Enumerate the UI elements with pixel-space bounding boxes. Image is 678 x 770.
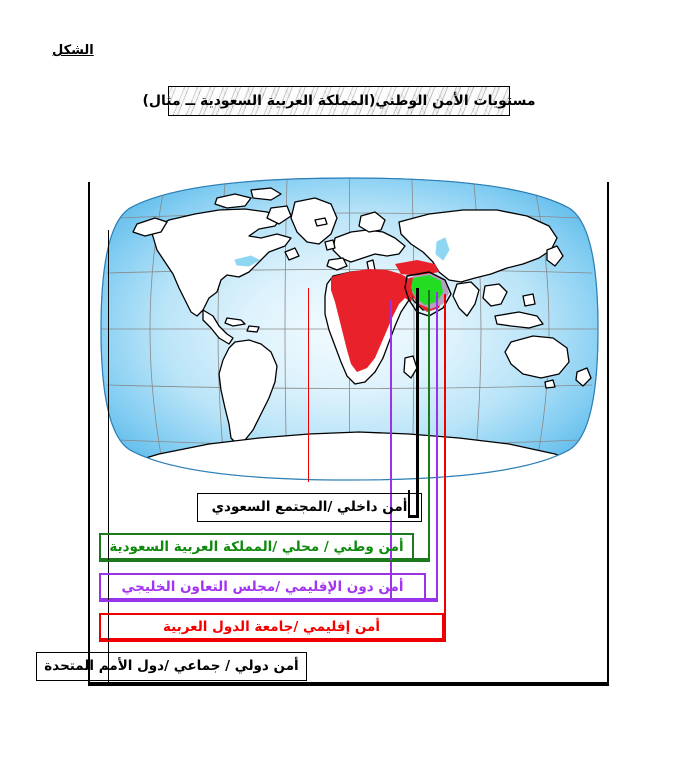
australia [504, 335, 570, 379]
caribbean-isles [246, 325, 260, 333]
subregional-leader-line-left [390, 300, 392, 600]
philippines [522, 293, 536, 307]
regional-leader-line-left [308, 288, 309, 482]
baffin [266, 205, 292, 225]
madagascar [403, 355, 418, 379]
alaska [132, 217, 168, 237]
north-america [150, 208, 292, 317]
newfoundland [284, 247, 300, 261]
legend-label-internal: أمن داخلي /المجتمع السعودي [211, 498, 408, 515]
regional-leader-line [444, 294, 446, 640]
japan [546, 245, 564, 267]
legend-row-internal[interactable]: أمن داخلي /المجتمع السعودي [197, 493, 422, 522]
new-zealand [575, 367, 592, 387]
legend-row-international[interactable]: أمن دولي / جماعي /دول الأمم المتحدة [36, 652, 307, 681]
legend-row-regional[interactable]: أمن إقليمي /جامعة الدول العربية [99, 613, 444, 642]
caspian-sea [435, 237, 450, 261]
national-leader-line [428, 290, 430, 560]
legend-label-subregional: أمن دون الإقليمي /مجلس التعاون الخليجي [121, 578, 404, 595]
british-isles [324, 239, 336, 251]
india [452, 281, 480, 317]
legend-label-regional: أمن إقليمي /جامعة الدول العربية [162, 618, 381, 635]
iberia [326, 257, 348, 271]
great-lakes [234, 255, 261, 267]
indonesia [494, 311, 544, 329]
internal-leader-line [416, 288, 419, 518]
chart-title-box: مستويات الأمن الوطني(المملكة العربية الس… [143, 86, 536, 116]
scandinavia [358, 211, 386, 233]
legend-row-subregional[interactable]: أمن دون الإقليمي /مجلس التعاون الخليجي [99, 573, 426, 602]
canada-arctic-2 [250, 187, 282, 201]
canada-arctic-1 [214, 193, 252, 209]
legend-row-national[interactable]: أمن وطني / محلي /المملكة العربية السعودي… [99, 533, 414, 562]
region-saudi-arabia [411, 275, 443, 305]
international-scope-line [108, 230, 109, 482]
legend-label-national: أمن وطني / محلي /المملكة العربية السعودي… [109, 538, 404, 555]
legend-label-international: أمن دولي / جماعي /دول الأمم المتحدة [44, 657, 299, 674]
iceland [314, 217, 328, 227]
tasmania [544, 379, 556, 389]
page-title: مستويات الأمن الوطني(المملكة العربية الس… [142, 93, 536, 109]
internal-leader-hook [410, 515, 419, 518]
internal-leader-line-b [408, 490, 410, 518]
central-america [202, 309, 234, 345]
southeast-asia [482, 283, 508, 307]
subregional-leader-line [436, 292, 438, 600]
cuba [224, 317, 246, 327]
greenland [290, 197, 338, 245]
world-map [99, 176, 600, 482]
globe-outline [100, 177, 599, 481]
asia [398, 209, 558, 283]
international-leader-line [108, 482, 109, 682]
figure-caption: الشكل [52, 43, 94, 58]
diagram-frame [88, 182, 609, 686]
